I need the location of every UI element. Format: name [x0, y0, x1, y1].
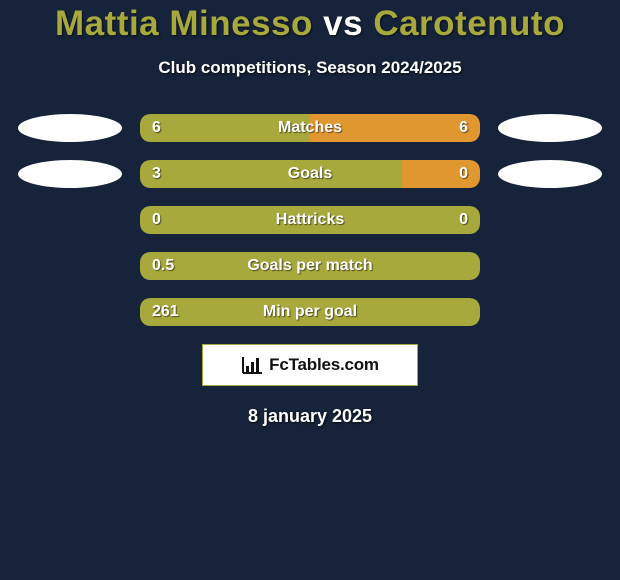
- value-left: 6: [152, 119, 161, 137]
- stat-label: Min per goal: [263, 303, 357, 321]
- stat-row: 0 0 Hattricks: [0, 206, 620, 234]
- bar-segment-right: [402, 160, 480, 188]
- stat-label: Matches: [278, 119, 342, 137]
- ellipse-icon: [498, 114, 602, 142]
- title-player1: Mattia Minesso: [55, 4, 313, 43]
- stat-bar: 0.5 Goals per match: [140, 252, 480, 280]
- value-left: 3: [152, 165, 161, 183]
- stat-label: Goals per match: [247, 257, 372, 275]
- logo-text: FcTables.com: [269, 355, 379, 375]
- stat-row: 0.5 Goals per match: [0, 252, 620, 280]
- value-left: 0.5: [152, 257, 174, 275]
- stat-row: 3 0 Goals: [0, 160, 620, 188]
- title-vs: vs: [323, 4, 363, 43]
- stat-bar: 3 0 Goals: [140, 160, 480, 188]
- right-side: [480, 160, 620, 188]
- value-right: 6: [459, 119, 468, 137]
- bar-chart-icon: [241, 355, 263, 375]
- page-title: Mattia Minesso vs Carotenuto: [0, 4, 620, 44]
- stat-label: Goals: [288, 165, 332, 183]
- bar-segment-left: [140, 160, 402, 188]
- right-side: [480, 114, 620, 142]
- left-side: [0, 114, 140, 142]
- logo-box[interactable]: FcTables.com: [202, 344, 418, 386]
- stats-rows: 6 6 Matches 3 0 Goals 0 0 Hattricks 0.5 Goals per …: [0, 114, 620, 326]
- ellipse-icon: [18, 160, 122, 188]
- value-left: 0: [152, 211, 161, 229]
- stat-label: Hattricks: [276, 211, 344, 229]
- value-right: 0: [459, 165, 468, 183]
- comparison-card: Mattia Minesso vs Carotenuto Club compet…: [0, 0, 620, 427]
- value-left: 261: [152, 303, 179, 321]
- title-player2: Carotenuto: [373, 4, 565, 43]
- stat-row: 261 Min per goal: [0, 298, 620, 326]
- date: 8 january 2025: [0, 406, 620, 427]
- stat-row: 6 6 Matches: [0, 114, 620, 142]
- stat-bar: 0 0 Hattricks: [140, 206, 480, 234]
- ellipse-icon: [498, 160, 602, 188]
- stat-bar: 261 Min per goal: [140, 298, 480, 326]
- subtitle: Club competitions, Season 2024/2025: [0, 58, 620, 78]
- stat-bar: 6 6 Matches: [140, 114, 480, 142]
- left-side: [0, 160, 140, 188]
- ellipse-icon: [18, 114, 122, 142]
- value-right: 0: [459, 211, 468, 229]
